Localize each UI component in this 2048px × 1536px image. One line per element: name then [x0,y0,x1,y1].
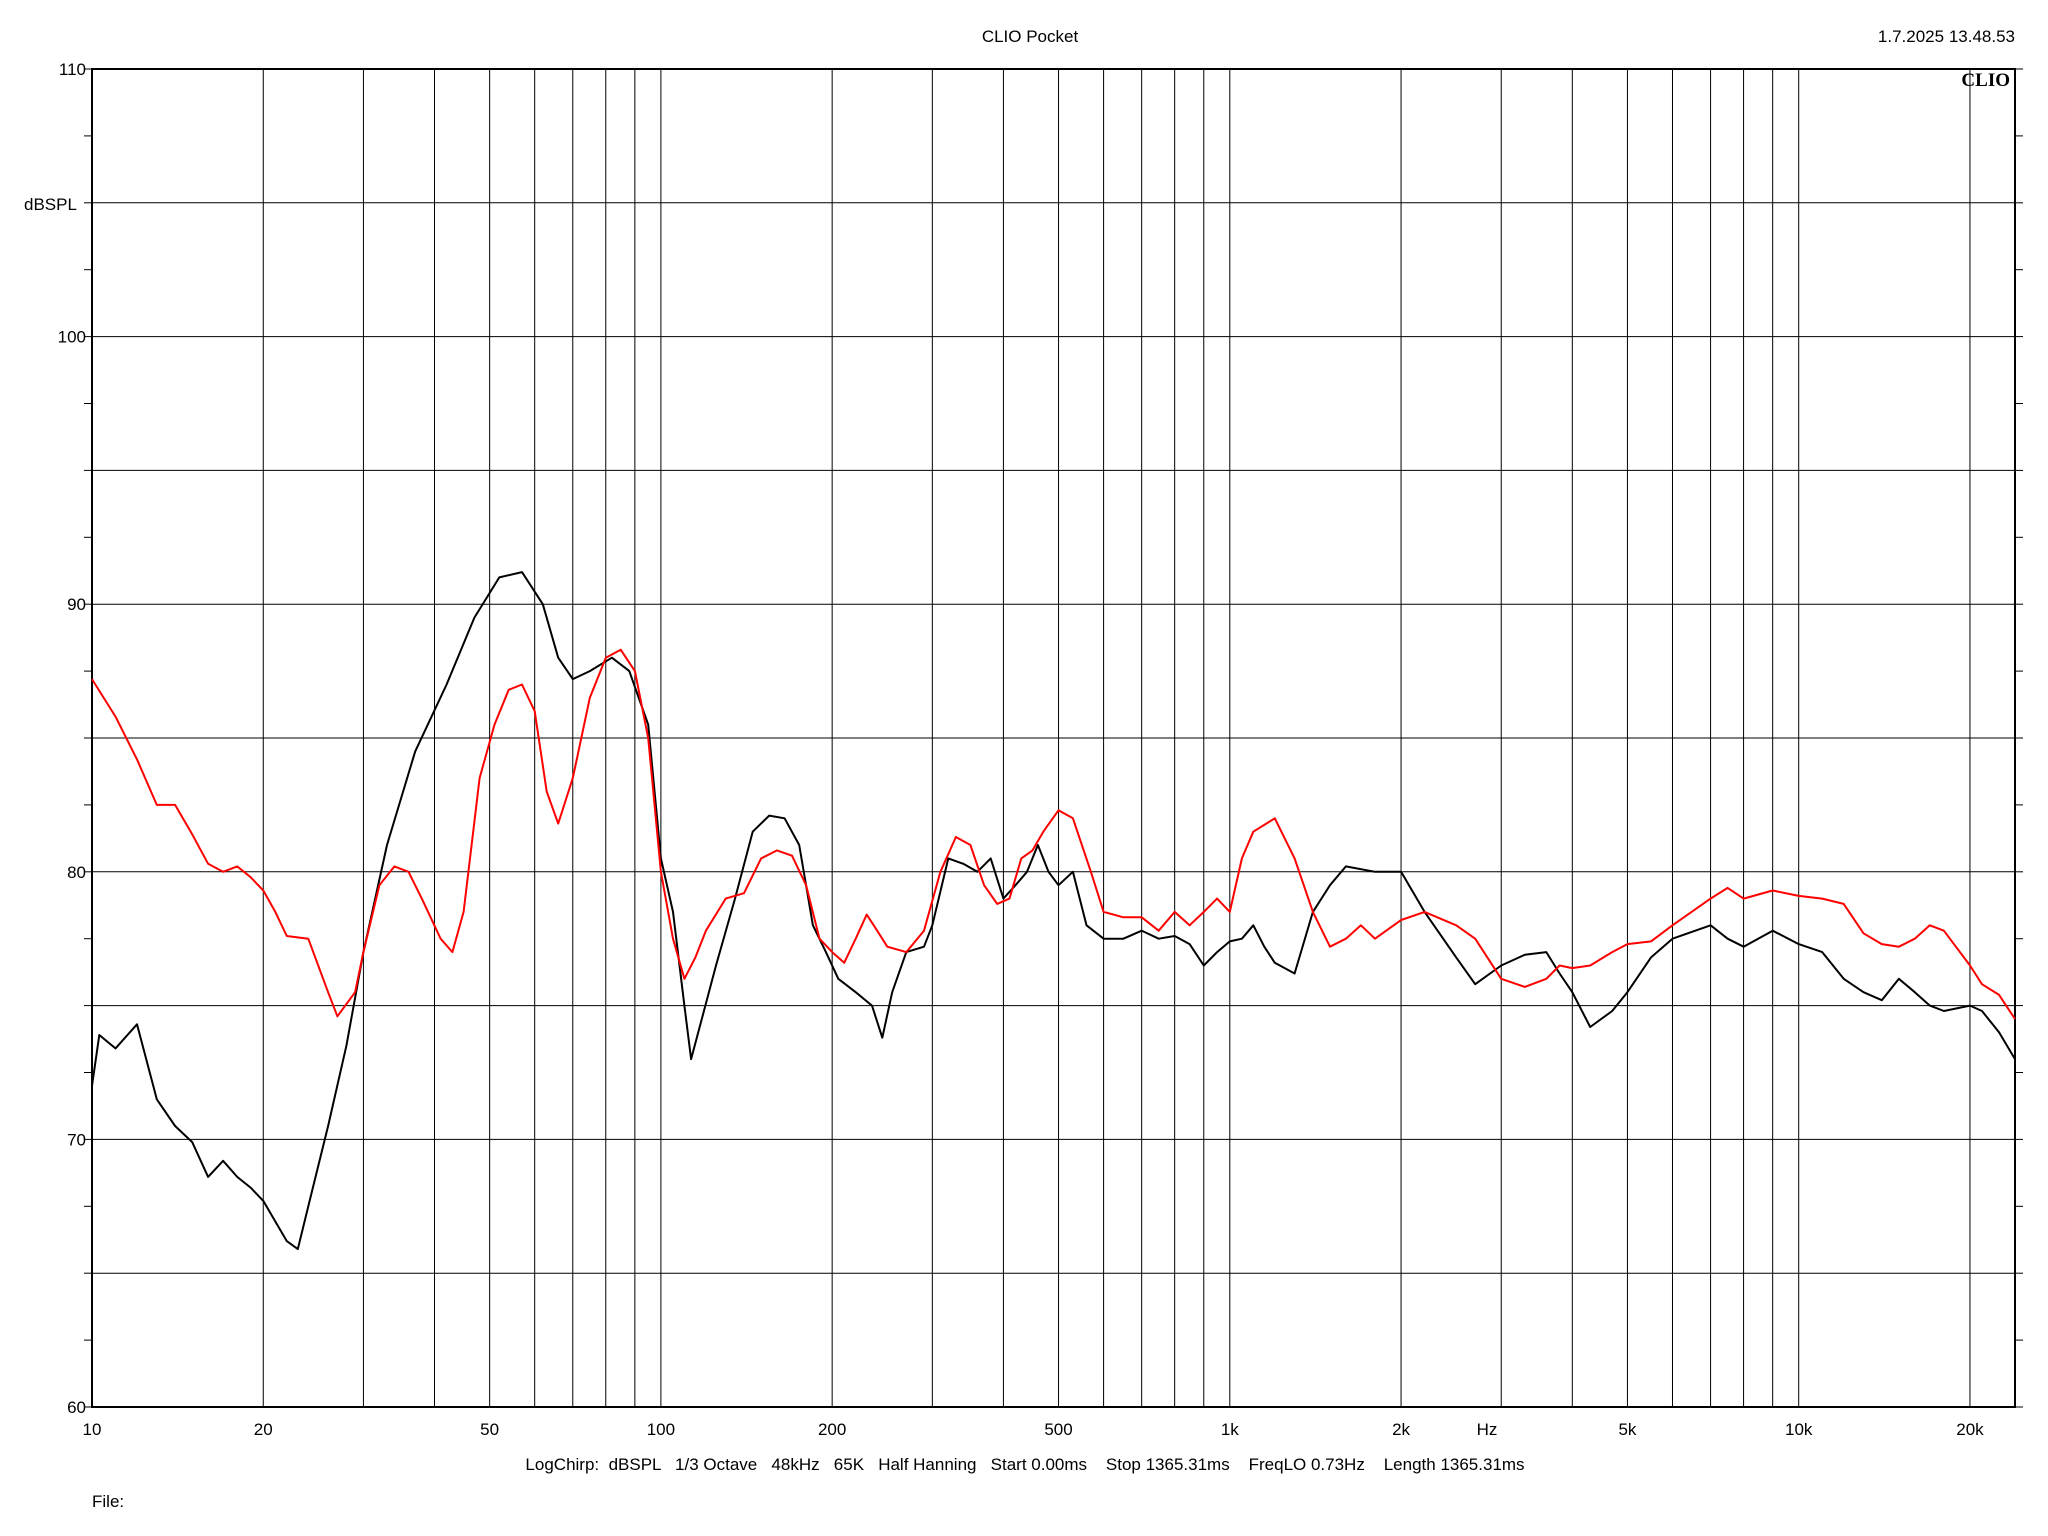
y-axis-label: dBSPL [24,195,77,214]
y-tick-label: 70 [67,1130,86,1149]
chart-series [91,571,2016,1251]
y-tick-label: 60 [67,1398,86,1417]
x-tick-label: 100 [647,1420,675,1439]
series-line-2 [91,648,2016,1020]
x-tick-label: 1k [1221,1420,1239,1439]
clio-logo: CLIO [1961,70,2010,91]
timestamp: 1.7.2025 13.48.53 [1878,27,2015,46]
x-axis-label: Hz [1477,1420,1498,1439]
x-tick-label: 2k [1392,1420,1410,1439]
axis-ticks: 110 100 90 80 70 60 10 20 50 100 200 500 1k 2k 5k 10k 20… [58,60,2023,1439]
x-tick-label: 500 [1044,1420,1072,1439]
chart-title: CLIO Pocket [982,27,1079,46]
series-line-1 [91,571,2016,1251]
x-tick-label: 5k [1618,1420,1636,1439]
x-tick-label: 50 [480,1420,499,1439]
x-tick-label: 20k [1956,1420,1984,1439]
y-tick-label: 100 [58,328,86,347]
x-tick-label: 20 [254,1420,273,1439]
file-label: File: [92,1492,124,1511]
chart-grid [92,69,2015,1407]
y-tick-label: 90 [67,595,86,614]
x-tick-label: 10k [1785,1420,1813,1439]
x-tick-label: 200 [818,1420,846,1439]
y-tick-label: 80 [67,863,86,882]
measurement-settings: LogChirp: dBSPL 1/3 Octave 48kHz 65K Hal… [525,1455,1524,1474]
y-tick-label: 110 [59,60,86,79]
x-tick-label: 10 [83,1420,102,1439]
